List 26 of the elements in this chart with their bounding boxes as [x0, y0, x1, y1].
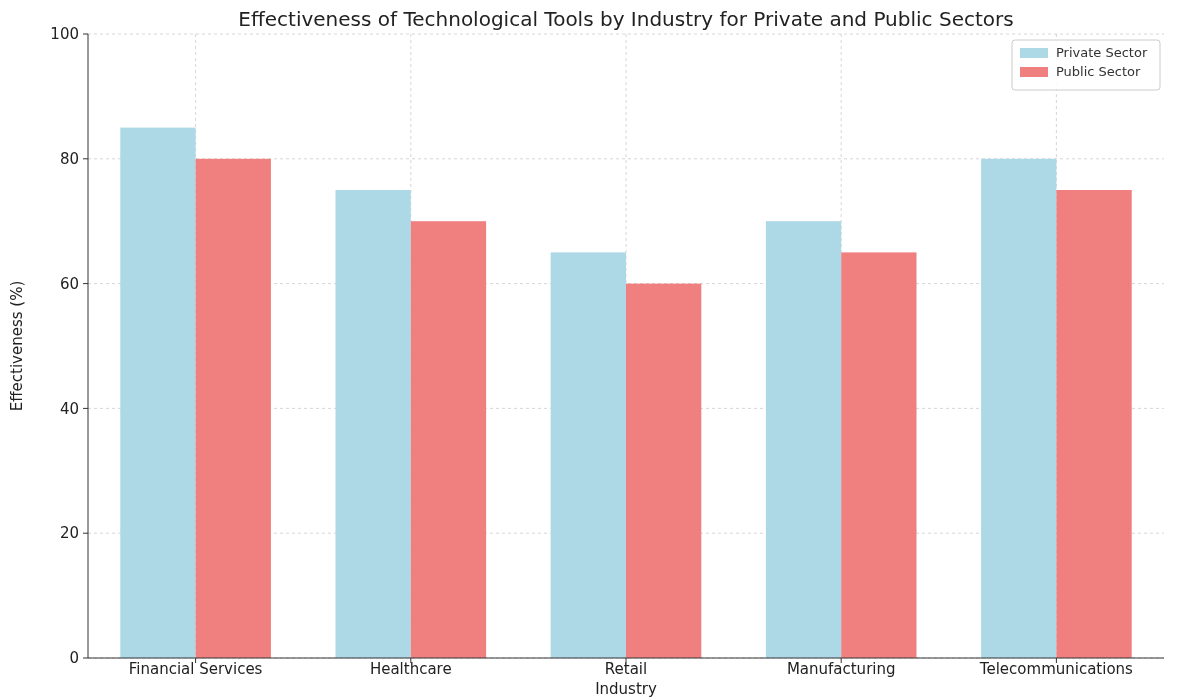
bar [981, 158, 1057, 658]
bar [765, 221, 842, 658]
y-tick-label: 40 [59, 399, 79, 418]
legend-label: Private Sector [1056, 45, 1148, 60]
y-tick-label: 0 [69, 649, 79, 668]
legend-label: Public Sector [1056, 64, 1142, 79]
y-tick-label: 100 [50, 25, 79, 44]
x-tick-label: Healthcare [369, 660, 452, 678]
chart-title: Effectiveness of Technological Tools by Industry for Private and Public Sectors [238, 7, 1014, 31]
x-tick-label: Financial Services [128, 660, 263, 678]
bar [1056, 190, 1132, 658]
x-axis-title: Industry [595, 680, 657, 698]
y-tick-label: 60 [59, 274, 79, 293]
bar [550, 252, 626, 658]
bar [626, 283, 702, 658]
x-tick-label: Retail [604, 660, 648, 678]
y-tick-label: 80 [59, 150, 79, 169]
x-tick-label: Manufacturing [786, 660, 896, 678]
bar [841, 252, 917, 658]
y-axis-title: Effectiveness (%) [8, 280, 26, 412]
x-tick-label: Telecommunications [978, 660, 1134, 678]
y-tick-label: 20 [59, 524, 79, 543]
bar [120, 127, 196, 658]
bar [195, 158, 271, 658]
bar [410, 221, 487, 658]
bar [335, 190, 411, 658]
